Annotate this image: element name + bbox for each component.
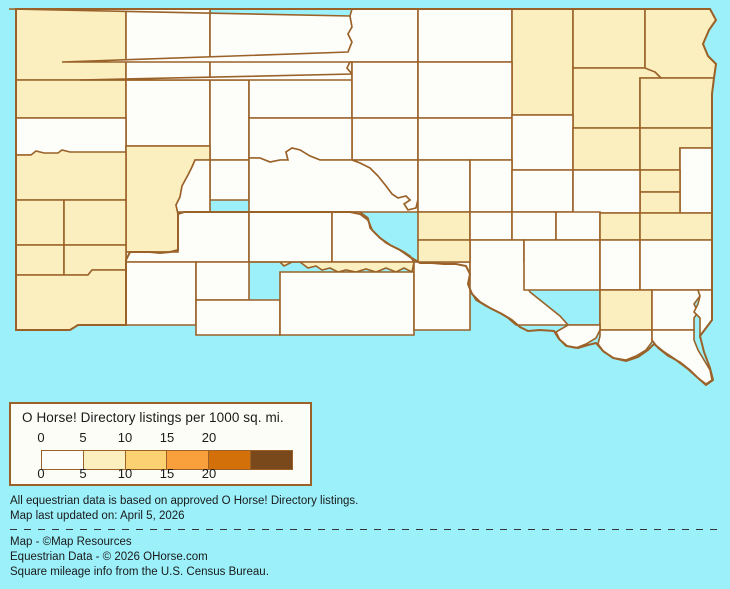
footer-credit-data: Equestrian Data - © 2026 OHorse.com [10,551,208,563]
county-clark[interactable] [573,128,640,170]
legend-ticks-top: 0 5 10 15 20 [11,430,314,446]
county-turner[interactable] [652,290,700,330]
county-hanson[interactable] [600,240,640,290]
legend-tick-bottom-15: 15 [159,466,175,481]
county-hamlin[interactable] [640,170,680,192]
county-haakon-upper[interactable] [210,160,249,200]
county-edmunds[interactable] [418,62,512,118]
county-mcpherson[interactable] [418,9,512,62]
county-spink[interactable] [512,115,573,170]
footer-credit-census: Square mileage info from the U.S. Census… [10,566,269,578]
state-outline [15,8,718,387]
county-shannon[interactable] [196,262,249,300]
county-walworth[interactable] [352,62,418,118]
legend-tick-top-0: 0 [37,430,45,445]
county-hamlin-s[interactable] [640,192,680,213]
county-minnehaha[interactable] [640,240,712,290]
county-meade-west[interactable] [64,200,126,245]
legend-swatch-5 [251,451,292,469]
legend-tick-top-15: 15 [159,430,175,445]
county-todd[interactable] [280,272,414,335]
map-svg [0,8,718,387]
legend-swatch-0 [42,451,84,469]
south-dakota-county-map[interactable] [0,0,730,392]
county-fall-river-s[interactable] [16,270,126,330]
legend-tick-bottom-10: 10 [117,466,133,481]
county-lake[interactable] [600,213,640,240]
county-bennett[interactable] [196,300,280,335]
county-roberts[interactable] [645,9,716,78]
footer-last-updated: Map last updated on: April 5, 2026 [10,510,185,522]
legend-swatch-3 [167,451,210,469]
county-deuel[interactable] [680,148,712,213]
county-harding[interactable] [16,9,126,80]
county-moody[interactable] [640,213,712,240]
legend-ticks-bottom: 0 5 10 15 20 [11,466,314,482]
county-beadle[interactable] [512,170,573,212]
county-hand[interactable] [470,160,512,212]
legend-tick-bottom-5: 5 [79,466,87,481]
county-faulk[interactable] [418,118,512,160]
county-grant[interactable] [640,78,714,128]
county-marshall[interactable] [573,9,645,68]
county-lawrence[interactable] [16,118,126,155]
county-stanley-block[interactable] [249,148,418,212]
footer-data-note: All equestrian data is based on approved… [10,495,359,507]
legend-tick-bottom-0: 0 [37,466,45,481]
county-fall-river[interactable] [16,245,64,275]
county-perkins[interactable] [126,9,210,80]
legend-tick-bottom-20: 20 [201,466,217,481]
county-lawrence-lower[interactable] [16,200,64,245]
footer-divider [10,529,722,530]
county-custer[interactable] [126,262,196,325]
footer-credit-map: Map - ©Map Resources [10,536,132,548]
county-hyde[interactable] [418,160,470,212]
legend-swatch-2 [125,451,168,469]
legend: O Horse! Directory listings per 1000 sq.… [9,402,312,486]
county-jones[interactable] [249,212,332,262]
legend-swatch-4 [209,451,252,469]
county-brule-lower[interactable] [418,240,470,262]
county-aurora[interactable] [470,212,512,240]
county-mellette[interactable] [249,262,414,272]
legend-title: O Horse! Directory listings per 1000 sq.… [22,410,284,425]
legend-tick-top-20: 20 [201,430,217,445]
county-miner[interactable] [556,212,600,240]
county-ziebach[interactable] [210,80,249,160]
county-butte-south[interactable] [16,150,126,200]
legend-tick-top-10: 10 [117,430,133,445]
legend-swatch-1 [83,451,126,469]
county-brown[interactable] [512,9,573,115]
county-brule[interactable] [418,212,470,240]
county-potter[interactable] [352,118,418,160]
county-sanborn[interactable] [512,212,556,240]
county-bon-homme[interactable] [600,290,652,330]
footer: All equestrian data is based on approved… [10,494,722,580]
county-ziebach-north[interactable] [126,80,210,146]
county-union[interactable] [652,330,712,384]
legend-tick-top-5: 5 [79,430,87,445]
legend-color-scale [41,450,293,470]
county-lyman[interactable] [332,212,414,262]
county-kingsbury[interactable] [573,170,640,213]
footer-credits: Map - ©Map Resources Equestrian Data - ©… [10,535,722,580]
county-butte[interactable] [16,80,126,118]
county-douglas[interactable] [524,240,600,290]
county-clay[interactable] [598,330,652,360]
